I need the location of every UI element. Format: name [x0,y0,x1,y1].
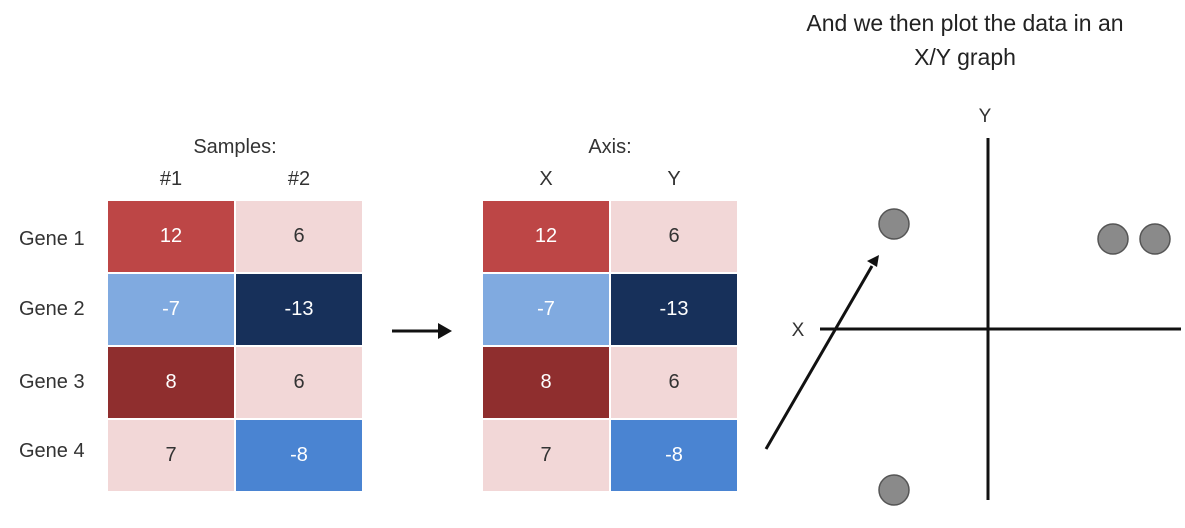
heatmap-cell: 6 [611,201,737,272]
diagonal-axis-line [764,265,874,450]
samples-heatmap: 12 6 -7 -13 8 6 7 -8 [108,201,362,491]
column-header-1: #1 [159,168,183,190]
xy-graph: Y X [764,106,1181,506]
heatmap-cell: 6 [236,201,362,272]
data-point [1139,223,1171,255]
heatmap-cell: 12 [483,201,609,272]
column-header-2: #2 [287,168,311,190]
samples-header: Samples: [193,136,277,158]
data-point [878,208,910,240]
diagonal-arrowhead-icon [867,255,879,267]
column-header-y: Y [667,168,681,190]
transform-arrow-icon [392,323,452,339]
heatmap-cell: -8 [611,420,737,491]
heatmap-cell: 8 [483,347,609,418]
row-label-gene-1: Gene 1 [19,228,85,250]
heatmap-cell: 6 [236,347,362,418]
row-label-gene-2: Gene 2 [19,298,85,320]
axis-heatmap: 12 6 -7 -13 8 6 7 -8 [483,201,737,491]
axis-header: Axis: [588,136,632,158]
heatmap-cell: -13 [611,274,737,345]
data-point [878,474,910,506]
heatmap-cell: -7 [108,274,234,345]
row-label-gene-4: Gene 4 [19,440,85,462]
y-axis-label: Y [979,106,992,127]
heatmap-cell: 7 [108,420,234,491]
heatmap-cell: 8 [108,347,234,418]
row-label-gene-3: Gene 3 [19,371,85,393]
heatmap-cell: -7 [483,274,609,345]
heatmap-cell: 7 [483,420,609,491]
graph-title-line-1: And we then plot the data in an [806,10,1124,36]
column-header-x: X [539,168,553,190]
heatmap-cell: 12 [108,201,234,272]
data-point [1097,223,1129,255]
x-axis-label: X [792,320,805,341]
heatmap-cell: 6 [611,347,737,418]
graph-title-line-2: X/Y graph [914,44,1016,70]
heatmap-cell: -13 [236,274,362,345]
heatmap-cell: -8 [236,420,362,491]
graph-title: And we then plot the data in an X/Y grap… [760,6,1170,74]
